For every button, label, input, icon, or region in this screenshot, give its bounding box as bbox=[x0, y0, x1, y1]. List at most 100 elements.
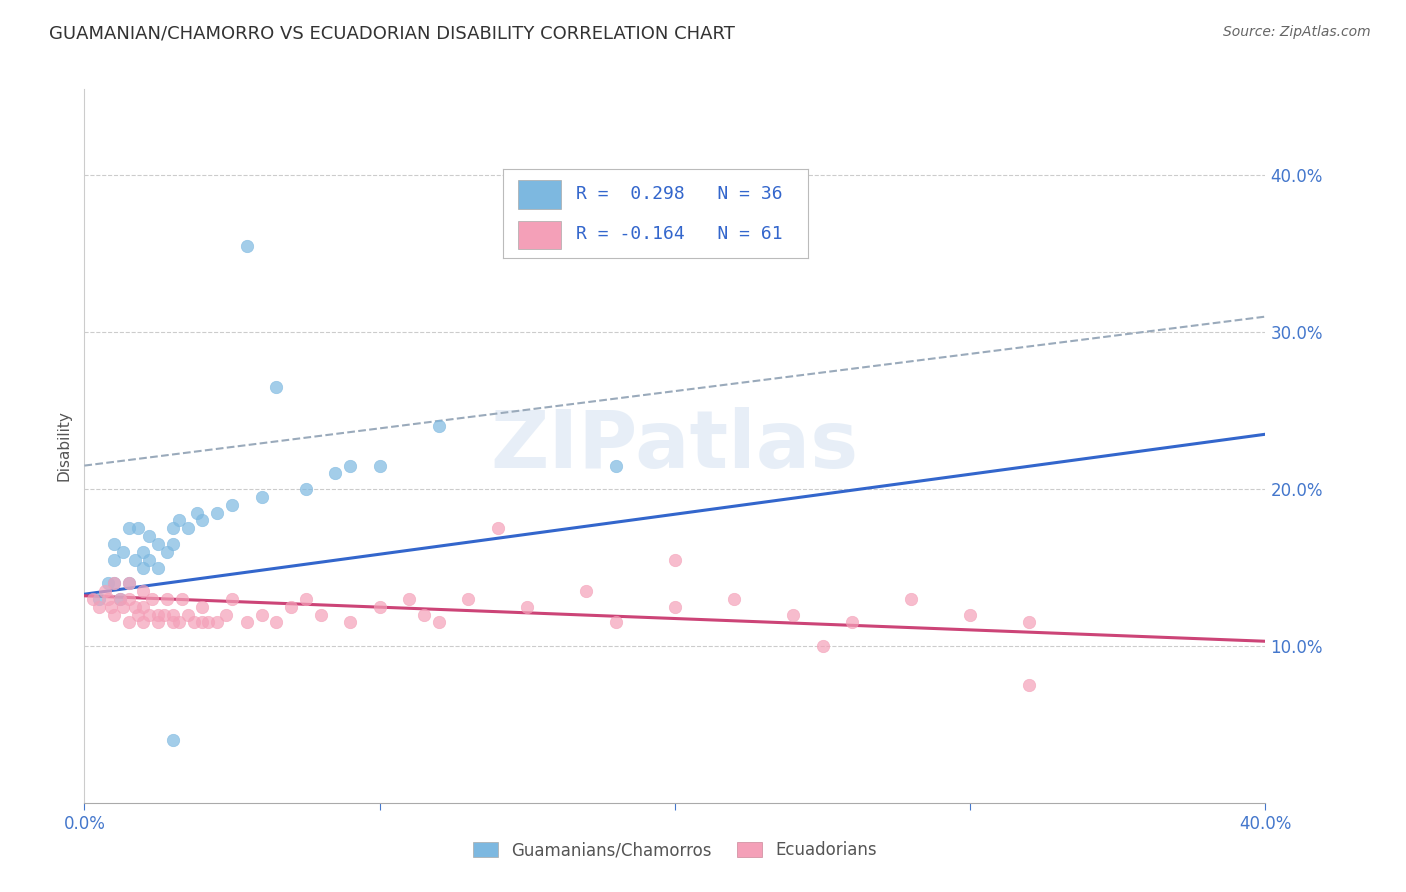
Point bbox=[236, 239, 259, 253]
Point bbox=[575, 584, 598, 599]
Point bbox=[156, 591, 179, 606]
Point bbox=[782, 607, 804, 622]
Text: ZIPatlas: ZIPatlas bbox=[491, 407, 859, 485]
Point bbox=[162, 607, 184, 622]
Point bbox=[664, 552, 686, 566]
Point bbox=[94, 584, 117, 599]
Point bbox=[103, 552, 125, 566]
Point bbox=[87, 599, 111, 614]
Point bbox=[215, 607, 238, 622]
Point bbox=[413, 607, 436, 622]
Point bbox=[191, 615, 214, 630]
Point bbox=[167, 615, 190, 630]
Point bbox=[103, 537, 125, 551]
Point bbox=[118, 615, 141, 630]
Point bbox=[1018, 615, 1040, 630]
Point bbox=[132, 615, 155, 630]
Point bbox=[207, 615, 229, 630]
Point bbox=[1018, 678, 1040, 692]
Point bbox=[127, 521, 149, 535]
Point bbox=[118, 576, 141, 591]
Point bbox=[197, 615, 219, 630]
Point bbox=[103, 576, 125, 591]
Point bbox=[236, 615, 259, 630]
Point bbox=[183, 615, 205, 630]
Point bbox=[900, 591, 922, 606]
Point bbox=[127, 607, 149, 622]
Point bbox=[191, 599, 214, 614]
Point bbox=[177, 607, 200, 622]
Point bbox=[325, 467, 347, 481]
Point bbox=[605, 615, 627, 630]
Y-axis label: Disability: Disability bbox=[56, 410, 72, 482]
Text: R =  0.298   N = 36: R = 0.298 N = 36 bbox=[576, 185, 783, 202]
Point bbox=[118, 521, 141, 535]
Point bbox=[87, 591, 111, 606]
Point bbox=[250, 607, 273, 622]
Point bbox=[398, 591, 420, 606]
Point bbox=[221, 591, 243, 606]
Text: R = -0.164   N = 61: R = -0.164 N = 61 bbox=[576, 225, 783, 243]
Point bbox=[138, 607, 160, 622]
Point bbox=[339, 458, 361, 473]
Point bbox=[100, 599, 122, 614]
Point bbox=[132, 560, 155, 574]
Point bbox=[295, 591, 318, 606]
Point bbox=[162, 537, 184, 551]
Point bbox=[148, 615, 170, 630]
Point bbox=[295, 482, 318, 496]
Point bbox=[162, 615, 184, 630]
Point bbox=[177, 521, 200, 535]
Point bbox=[266, 380, 288, 394]
Text: GUAMANIAN/CHAMORRO VS ECUADORIAN DISABILITY CORRELATION CHART: GUAMANIAN/CHAMORRO VS ECUADORIAN DISABIL… bbox=[49, 25, 735, 43]
Point bbox=[368, 458, 391, 473]
Point bbox=[207, 506, 229, 520]
Point bbox=[427, 615, 450, 630]
Point bbox=[97, 591, 120, 606]
Point bbox=[959, 607, 981, 622]
FancyBboxPatch shape bbox=[517, 180, 561, 209]
Point bbox=[148, 537, 170, 551]
Point bbox=[141, 591, 163, 606]
Point bbox=[280, 599, 302, 614]
Point bbox=[486, 521, 509, 535]
Point bbox=[118, 576, 141, 591]
Point bbox=[108, 591, 131, 606]
Point bbox=[162, 733, 184, 747]
Point bbox=[132, 599, 155, 614]
Point bbox=[368, 599, 391, 614]
Point bbox=[723, 591, 745, 606]
Point bbox=[427, 419, 450, 434]
Point bbox=[108, 591, 131, 606]
Point bbox=[339, 615, 361, 630]
Point bbox=[124, 599, 146, 614]
Point bbox=[191, 514, 214, 528]
Point bbox=[132, 545, 155, 559]
Point bbox=[148, 560, 170, 574]
Point bbox=[138, 529, 160, 543]
Point bbox=[124, 552, 146, 566]
Point bbox=[186, 506, 208, 520]
Text: Source: ZipAtlas.com: Source: ZipAtlas.com bbox=[1223, 25, 1371, 39]
Point bbox=[167, 514, 190, 528]
Point bbox=[811, 639, 834, 653]
Point bbox=[250, 490, 273, 504]
Point bbox=[162, 521, 184, 535]
Point bbox=[309, 607, 332, 622]
Point bbox=[170, 591, 193, 606]
Point bbox=[82, 591, 104, 606]
Point bbox=[111, 545, 134, 559]
Point bbox=[148, 607, 170, 622]
Point bbox=[153, 607, 176, 622]
Point bbox=[664, 599, 686, 614]
Point bbox=[103, 576, 125, 591]
Point bbox=[132, 584, 155, 599]
Point bbox=[841, 615, 863, 630]
Point bbox=[97, 576, 120, 591]
Point bbox=[605, 458, 627, 473]
Point bbox=[221, 498, 243, 512]
Point bbox=[516, 599, 538, 614]
Point bbox=[266, 615, 288, 630]
Point bbox=[138, 552, 160, 566]
Point bbox=[457, 591, 479, 606]
